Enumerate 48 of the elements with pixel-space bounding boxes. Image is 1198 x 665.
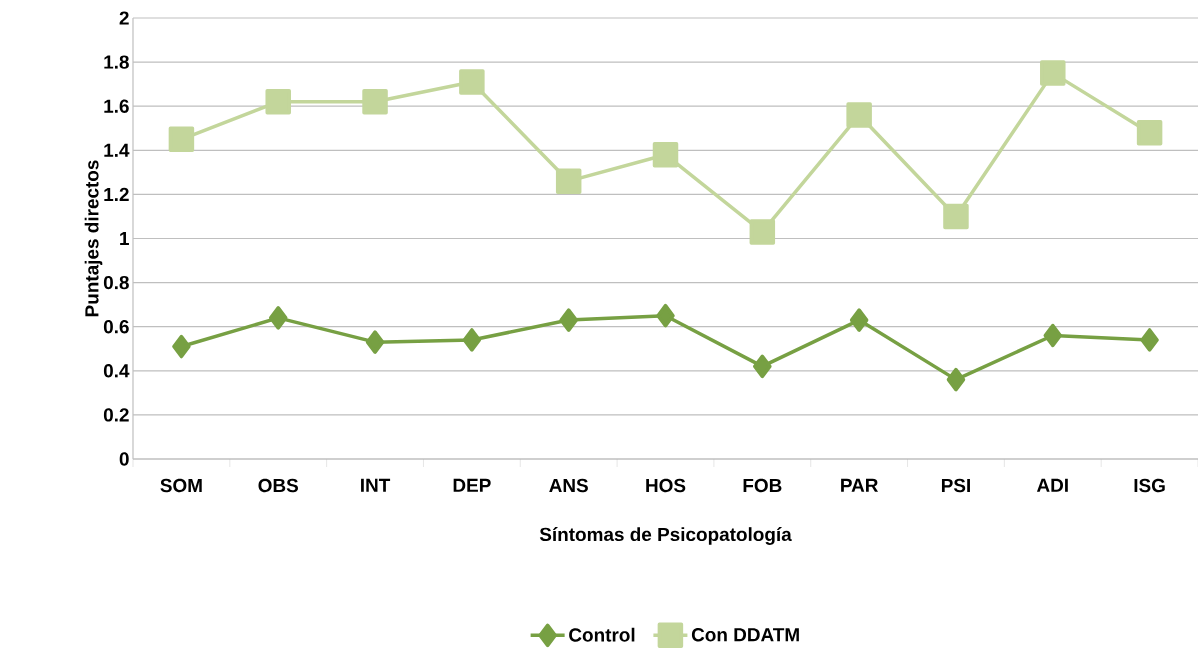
y-tick-label: 1.6 [104,99,129,113]
y-tick-label: 1 [120,231,129,246]
y-tick-label: 0 [119,452,129,466]
point [652,141,679,168]
point [1136,119,1163,146]
point [753,354,772,379]
x-axis-title: Síntomas de Psicopatología [539,527,792,545]
point [362,89,388,115]
point [946,367,966,392]
x-tick-label: OBS [258,478,298,493]
y-tick-label: 2 [119,11,129,25]
point [749,219,776,245]
point [555,168,582,194]
x-tick-label: PAR [841,478,879,492]
x-tick-label: DEP [453,478,491,492]
x-tick-label: PSI [941,478,970,493]
x-tick-label: ISG [1134,478,1165,493]
point [172,334,191,359]
x-tick-label: ADI [1036,478,1068,492]
point [365,330,385,354]
point [462,328,482,352]
y-tick-label: 1.2 [104,187,129,202]
y-tick-label: 1.4 [104,143,130,157]
x-tick-label: SOM [160,478,202,493]
x-tick-label: FOB [743,478,782,493]
y-tick-label: 0.4 [103,364,130,378]
point [1043,323,1063,348]
point [168,126,195,153]
point [559,308,578,332]
x-tick-label: HOS [646,478,686,493]
point [459,69,485,95]
x-tick-label: INT [361,478,391,492]
legend-label: Con DDATM [691,628,799,642]
y-axis-title: Puntajes directos [84,160,103,317]
x-tick-label: ANS [549,478,588,493]
point [943,203,969,230]
y-tick-label: 1.8 [104,55,129,69]
point [265,89,291,115]
y-tick-label: 0.8 [103,275,129,290]
legend-label: Control [569,627,635,642]
point [846,102,872,128]
point [1040,60,1066,86]
point [1140,328,1159,352]
point [268,306,288,330]
point [656,303,675,328]
y-tick-label: 0.2 [103,408,129,422]
y-tick-label: 0.6 [103,320,129,334]
point [849,308,869,332]
